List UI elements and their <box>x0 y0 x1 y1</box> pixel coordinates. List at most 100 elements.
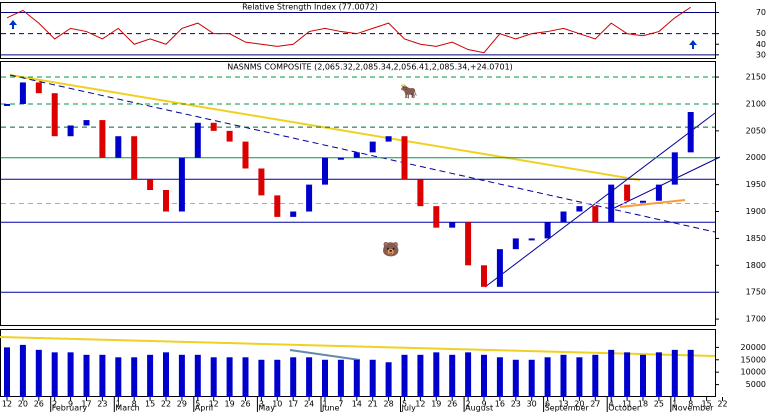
volume-bar <box>4 347 10 397</box>
x-tick-label: 21 <box>368 400 378 409</box>
x-tick-label: 14 <box>352 400 362 409</box>
x-tick-label: 9 <box>68 400 73 409</box>
x-tick-label: 3 <box>259 400 264 409</box>
month-label: July <box>401 404 417 412</box>
candle <box>655 184 662 201</box>
x-tick-label: 26 <box>447 400 457 409</box>
x-tick-label: 17 <box>288 400 298 409</box>
y-tick-label: 1900 <box>746 207 766 216</box>
candle <box>385 136 392 142</box>
y-tick-label: 5000 <box>746 380 766 389</box>
candle <box>512 238 519 250</box>
x-tick-label: 11 <box>622 400 632 409</box>
x-tick-label: 10 <box>272 400 282 409</box>
x-tick-label: 29 <box>177 400 187 409</box>
volume-bar <box>194 354 201 397</box>
candle <box>417 179 424 207</box>
x-tick-label: 23 <box>97 400 107 409</box>
candle <box>449 222 456 228</box>
bull-icon: 🐂 <box>400 84 417 100</box>
candle <box>147 179 154 191</box>
candle <box>210 122 217 131</box>
rsi-panel <box>0 2 716 59</box>
x-tick-label: 22 <box>717 400 727 409</box>
volume-bar <box>671 349 678 397</box>
candle <box>592 206 599 223</box>
price-panel <box>0 61 716 326</box>
volume-bar <box>385 362 392 397</box>
candle <box>306 184 313 212</box>
x-tick-label: 24 <box>304 400 314 409</box>
x-tick-label: 12 <box>209 400 219 409</box>
volume-bar <box>465 352 472 397</box>
volume-bar <box>290 357 297 397</box>
x-tick-label: 15 <box>145 400 155 409</box>
candle <box>163 190 169 212</box>
month-label: October <box>608 404 641 412</box>
candle <box>194 122 201 158</box>
volume-bar <box>258 359 265 397</box>
candle <box>481 265 487 287</box>
volume-bar <box>178 354 185 397</box>
y-tick-label: 2150 <box>746 73 766 82</box>
arrow-icon <box>9 20 17 29</box>
y-tick-label: 2100 <box>746 99 766 108</box>
volume-bar <box>608 349 615 397</box>
x-tick-label: 22 <box>161 400 171 409</box>
trendline <box>484 112 716 288</box>
candle <box>687 112 694 153</box>
volume-bar <box>449 354 456 397</box>
volume-bar <box>131 357 138 397</box>
volume-bar <box>242 357 249 397</box>
x-tick-label: 2 <box>52 400 57 409</box>
y-tick-label: 40 <box>756 40 766 49</box>
candle <box>19 82 26 104</box>
volume-bar <box>687 349 694 397</box>
candle <box>115 136 122 158</box>
y-tick-label: 1950 <box>746 180 766 189</box>
candle <box>608 184 615 223</box>
volume-bar <box>640 354 646 397</box>
month-label: September <box>545 404 590 412</box>
arrow-icon <box>689 40 697 49</box>
x-tick-label: 15 <box>702 400 712 409</box>
volume-bar <box>99 354 106 397</box>
candle <box>433 206 440 228</box>
y-tick-label: 10000 <box>741 368 766 377</box>
x-tick-label: 8 <box>132 400 137 409</box>
volume-bar <box>624 352 631 397</box>
volume-bar <box>496 357 503 397</box>
y-tick-label: 1700 <box>746 315 766 324</box>
x-tick-label: 20 <box>18 400 28 409</box>
month-label: August <box>465 404 493 412</box>
candle <box>83 120 90 126</box>
x-tick-label: 30 <box>527 400 537 409</box>
y-tick-label: 50 <box>756 29 766 38</box>
volume-bar <box>83 354 90 397</box>
y-tick-label: 20000 <box>741 343 766 352</box>
volume-bar <box>560 354 567 397</box>
x-tick-label: 5 <box>195 400 200 409</box>
x-tick-label: 1 <box>116 400 121 409</box>
candle <box>671 152 678 185</box>
x-tick-label: 17 <box>81 400 91 409</box>
month-label: February <box>52 404 88 412</box>
x-tick-label: 20 <box>574 400 584 409</box>
volume-bar <box>19 344 26 397</box>
x-tick-label: 13 <box>558 400 568 409</box>
volume-bar <box>655 352 662 397</box>
candle <box>353 152 360 158</box>
volume-bar <box>274 359 281 397</box>
rsi-title: Relative Strength Index (77.0072) <box>242 3 378 12</box>
candle <box>544 222 551 239</box>
volume-bar <box>226 357 233 397</box>
volume-bar <box>576 357 583 397</box>
y-tick-label: 70 <box>756 8 766 17</box>
rsi-line <box>6 6 691 54</box>
month-label: June <box>321 404 340 412</box>
volume-bar <box>592 354 599 397</box>
candle <box>401 136 408 180</box>
x-tick-label: 4 <box>609 400 614 409</box>
